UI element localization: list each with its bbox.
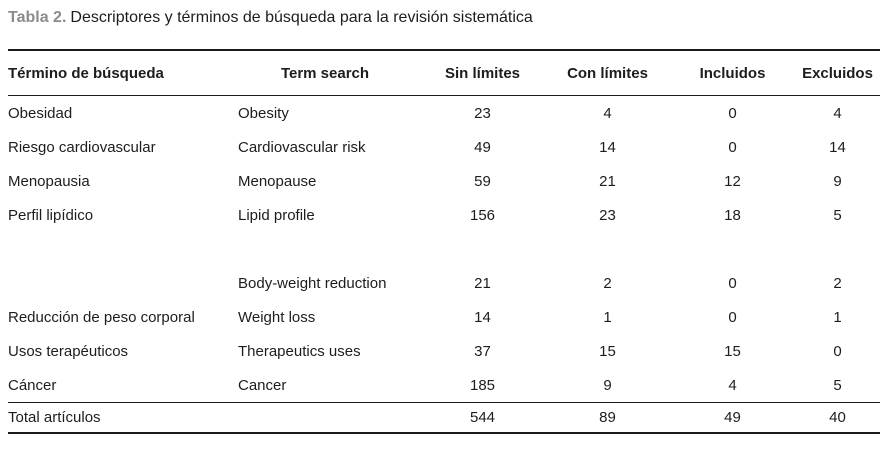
total-row: Total artículos 544 89 49 40	[8, 402, 880, 434]
table-cell: 185	[469, 376, 496, 394]
table-cell: Perfil lipídico	[8, 206, 94, 224]
table-cell: Menopausia	[8, 172, 90, 190]
table-cell: 14	[829, 138, 846, 156]
total-row-sin-limites-value: 544	[420, 402, 545, 434]
table-cell: Obesity	[238, 104, 289, 122]
table-cell	[8, 266, 230, 300]
table-caption: Tabla 2. Descriptores y términos de búsqu…	[8, 8, 883, 28]
total-row-excluidos-value: 40	[795, 402, 880, 434]
column-header-termino-de-busqueda: Término de búsqueda	[8, 49, 230, 96]
table-cell	[420, 232, 545, 266]
total-row-term-search-cell	[230, 402, 420, 434]
table-cell: 4	[833, 104, 842, 122]
table-cell: 1	[833, 308, 842, 326]
table-cell: 4	[728, 376, 737, 394]
table-cell: 18	[724, 206, 741, 224]
table-cell: Reducción de peso corporal	[8, 308, 195, 326]
table-cell: 1	[603, 308, 612, 326]
table-cell: 0	[728, 104, 737, 122]
search-terms-table: Término de búsqueda Term search Sin lími…	[8, 49, 880, 434]
table-cell: 4	[603, 104, 612, 122]
table-cell: 37	[474, 342, 491, 360]
column-header-sin-limites: Sin límites	[420, 49, 545, 96]
table-row: Reducción de peso corporal Weight loss 14 1…	[8, 300, 880, 334]
table-cell: 0	[833, 342, 842, 360]
table-row: Riesgo cardiovascular Cardiovascular risk…	[8, 130, 880, 164]
table-cell: Therapeutics uses	[238, 342, 361, 360]
total-row-label: Total artículos	[8, 402, 230, 434]
table-cell: 2	[833, 274, 842, 292]
table-cell: Usos terapéuticos	[8, 342, 129, 360]
total-row-con-limites-value: 89	[545, 402, 670, 434]
table-cell: Body-weight reduction	[238, 274, 387, 292]
table-cell	[545, 232, 670, 266]
table-cell: 0	[728, 308, 737, 326]
table-cell	[230, 232, 420, 266]
table-cell: 15	[599, 342, 616, 360]
table-cell: 2	[603, 274, 612, 292]
table-cell: Weight loss	[238, 308, 316, 326]
table-row: Cáncer Cancer 185 9 4 5	[8, 368, 880, 403]
table-cell: 0	[728, 138, 737, 156]
column-header-incluidos: Incluidos	[670, 49, 795, 96]
table-cell: Obesidad	[8, 104, 73, 122]
table-row: Body-weight reduction 21 2 0 2	[8, 266, 880, 300]
table-cell: 15	[724, 342, 741, 360]
table-cell: 12	[724, 172, 741, 190]
table-cell: 9	[603, 376, 612, 394]
table-body: Obesidad Obesity 23 4 0 4 Riesgo cardiovascula…	[8, 96, 880, 403]
table-row: Perfil lipídico Lipid profile 156 23 18 5	[8, 198, 880, 232]
table-cell: 14	[474, 308, 491, 326]
table-header: Término de búsqueda Term search Sin lími…	[8, 49, 880, 96]
table-cell: Cancer	[238, 376, 287, 394]
table-cell: 0	[728, 274, 737, 292]
table-cell: 23	[474, 104, 491, 122]
table-cell: 14	[599, 138, 616, 156]
table-cell: 21	[474, 274, 491, 292]
table-cell	[795, 232, 880, 266]
table-cell: 5	[833, 206, 842, 224]
column-header-term-search: Term search	[230, 49, 420, 96]
table-row: Obesidad Obesity 23 4 0 4	[8, 96, 880, 131]
table-cell: Menopause	[238, 172, 317, 190]
table-caption-label: Tabla 2.	[8, 9, 67, 26]
table-row: Menopausia Menopause 59 21 12 9	[8, 164, 880, 198]
total-row-incluidos-value: 49	[670, 402, 795, 434]
table-cell: 49	[474, 138, 491, 156]
table-cell: 5	[833, 376, 842, 394]
table-cell: 9	[833, 172, 842, 190]
table-cell: Cardiovascular risk	[238, 138, 366, 156]
table-cell	[670, 232, 795, 266]
table-cell: 59	[474, 172, 491, 190]
table-cell: 21	[599, 172, 616, 190]
column-header-con-limites: Con límites	[545, 49, 670, 96]
table-row	[8, 232, 880, 266]
table-cell: Cáncer	[8, 376, 57, 394]
table-cell: Riesgo cardiovascular	[8, 138, 156, 156]
table-cell: 23	[599, 206, 616, 224]
table-cell: 156	[469, 206, 496, 224]
table-caption-text: Descriptores y términos de búsqueda para…	[70, 9, 533, 26]
table-cell	[8, 232, 230, 266]
table-header-row: Término de búsqueda Term search Sin lími…	[8, 49, 880, 96]
table-row: Usos terapéuticos Therapeutics uses 37 15 15…	[8, 334, 880, 368]
table-footer: Total artículos 544 89 49 40	[8, 402, 880, 434]
column-header-excluidos: Excluidos	[795, 49, 880, 96]
table-cell: Lipid profile	[238, 206, 315, 224]
